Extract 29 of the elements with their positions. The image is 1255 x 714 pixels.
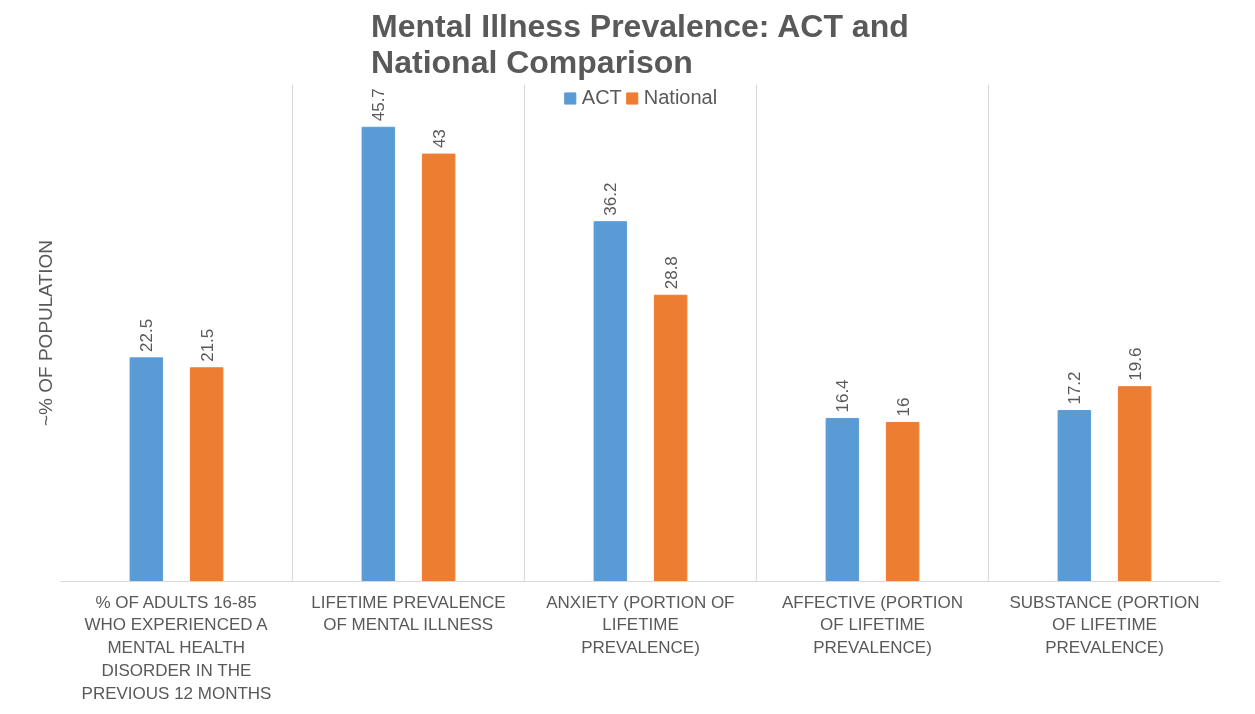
data-label: 16.4 [833, 379, 853, 413]
bar [421, 153, 456, 582]
bar [1057, 410, 1092, 582]
chart-title: Mental Illness Prevalence: ACT and National Comparison [371, 7, 909, 80]
data-label: 21.5 [197, 328, 217, 362]
data-label: 16 [893, 397, 913, 417]
bar [129, 357, 164, 582]
bar [653, 294, 688, 582]
bar [189, 367, 224, 582]
y-axis-title: ~% OF POPULATION [34, 240, 56, 426]
x-tick-label: AFFECTIVE (PORTION OF LIFETIME PREVALENCE) [781, 592, 964, 658]
legend-label: ACT [581, 86, 622, 109]
bar [361, 126, 396, 582]
data-label: 36.2 [601, 182, 621, 216]
legend-label: National [643, 86, 718, 109]
data-label: 28.8 [661, 256, 681, 290]
data-label: 17.2 [1065, 371, 1085, 405]
bar [1117, 386, 1152, 582]
data-label: 22.5 [137, 318, 157, 352]
x-tick-label: SUBSTANCE (PORTION OF LIFETIME PREVALENCE) [1009, 592, 1200, 658]
x-tick-label: % OF ADULTS 16-85 WHO EXPERIENCED A MENTAL HEALTH DISORDER IN THE PREVIOUS 12 MONTHS [81, 592, 272, 703]
bar [885, 421, 920, 582]
bar [593, 221, 628, 582]
data-label: 45.7 [369, 88, 389, 122]
x-tick-label: ANXIETY (PORTION OF LIFETIME PREVALENCE) [546, 592, 735, 658]
bar [825, 417, 860, 582]
data-label: 43 [429, 129, 449, 149]
data-label: 19.6 [1125, 347, 1145, 381]
x-tick-label: LIFETIME PREVALENCE OF MENTAL ILLNESS [311, 592, 506, 635]
